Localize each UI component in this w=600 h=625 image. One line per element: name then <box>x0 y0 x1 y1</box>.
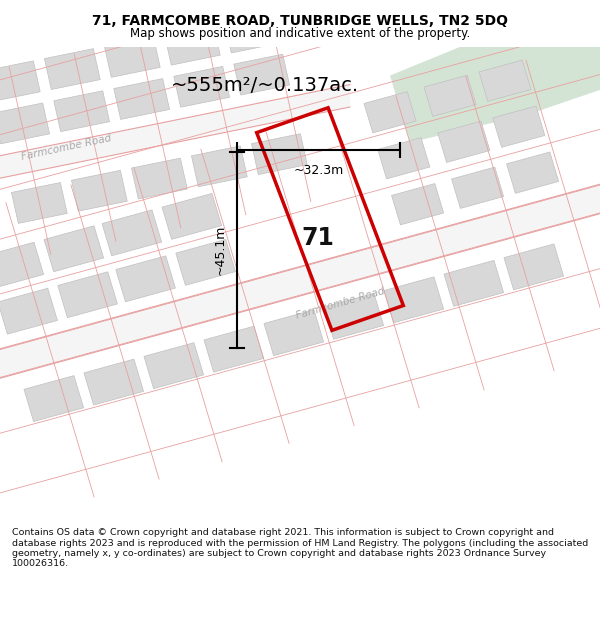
Polygon shape <box>0 288 58 334</box>
Polygon shape <box>44 226 104 272</box>
Polygon shape <box>0 103 50 144</box>
Polygon shape <box>251 134 307 174</box>
Polygon shape <box>116 256 175 302</box>
Polygon shape <box>493 106 545 148</box>
Text: Farmcombe Road: Farmcombe Road <box>295 286 386 321</box>
Text: 71, FARMCOMBE ROAD, TUNBRIDGE WELLS, TN2 5DQ: 71, FARMCOMBE ROAD, TUNBRIDGE WELLS, TN2… <box>92 14 508 28</box>
Polygon shape <box>191 146 247 187</box>
Polygon shape <box>0 61 40 102</box>
Text: ~45.1m: ~45.1m <box>214 225 227 276</box>
Polygon shape <box>84 359 143 405</box>
Polygon shape <box>364 92 416 133</box>
Polygon shape <box>71 171 127 211</box>
Text: ~555m²/~0.137ac.: ~555m²/~0.137ac. <box>171 76 359 94</box>
Polygon shape <box>58 272 118 318</box>
Polygon shape <box>392 184 443 225</box>
Polygon shape <box>504 244 563 290</box>
Polygon shape <box>104 36 160 78</box>
Text: Map shows position and indicative extent of the property.: Map shows position and indicative extent… <box>130 28 470 41</box>
Polygon shape <box>444 261 503 306</box>
Polygon shape <box>0 84 350 178</box>
Polygon shape <box>234 54 290 95</box>
Polygon shape <box>174 66 230 108</box>
Polygon shape <box>224 12 280 53</box>
Polygon shape <box>11 182 67 223</box>
Polygon shape <box>438 121 490 162</box>
Text: Farmcombe Road: Farmcombe Road <box>20 133 112 162</box>
Polygon shape <box>324 293 383 339</box>
Polygon shape <box>384 277 443 322</box>
Polygon shape <box>424 75 476 116</box>
Polygon shape <box>131 158 187 199</box>
Polygon shape <box>44 49 100 89</box>
Text: ~32.3m: ~32.3m <box>293 164 344 177</box>
Polygon shape <box>54 91 110 132</box>
Polygon shape <box>479 60 531 101</box>
Polygon shape <box>144 342 203 389</box>
Polygon shape <box>162 193 221 239</box>
Polygon shape <box>102 210 161 256</box>
Polygon shape <box>452 167 503 208</box>
Polygon shape <box>264 310 323 356</box>
Polygon shape <box>390 47 600 142</box>
Polygon shape <box>24 376 83 421</box>
Text: 71: 71 <box>302 226 334 250</box>
Polygon shape <box>164 24 220 65</box>
Polygon shape <box>176 239 235 285</box>
Polygon shape <box>378 138 430 179</box>
Polygon shape <box>0 242 44 288</box>
Polygon shape <box>506 152 559 193</box>
Polygon shape <box>114 79 170 119</box>
Polygon shape <box>204 326 263 372</box>
Polygon shape <box>0 184 600 378</box>
Text: Contains OS data © Crown copyright and database right 2021. This information is : Contains OS data © Crown copyright and d… <box>12 528 588 568</box>
